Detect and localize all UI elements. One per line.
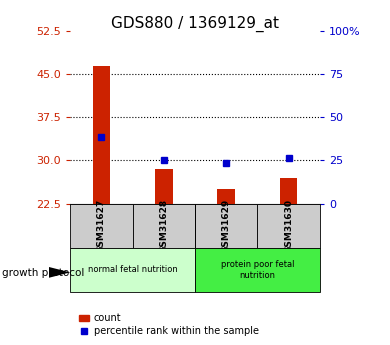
Text: GSM31628: GSM31628	[159, 199, 168, 253]
Bar	[70, 204, 133, 248]
Bar	[70, 248, 195, 292]
Polygon shape	[49, 267, 70, 278]
Text: normal fetal nutrition: normal fetal nutrition	[88, 265, 177, 275]
Bar	[218, 189, 235, 204]
Bar	[195, 204, 257, 248]
Text: growth protocol: growth protocol	[2, 268, 84, 277]
Legend: count, percentile rank within the sample: count, percentile rank within the sample	[75, 309, 262, 340]
Bar	[93, 66, 110, 204]
Bar	[195, 248, 320, 292]
Text: GDS880 / 1369129_at: GDS880 / 1369129_at	[111, 16, 279, 32]
Text: GSM31627: GSM31627	[97, 199, 106, 253]
Bar	[280, 178, 297, 204]
Bar	[155, 169, 172, 204]
Text: GSM31630: GSM31630	[284, 199, 293, 253]
Text: protein poor fetal
nutrition: protein poor fetal nutrition	[221, 260, 294, 280]
Text: GSM31629: GSM31629	[222, 199, 231, 253]
Bar	[257, 204, 320, 248]
Bar	[133, 204, 195, 248]
